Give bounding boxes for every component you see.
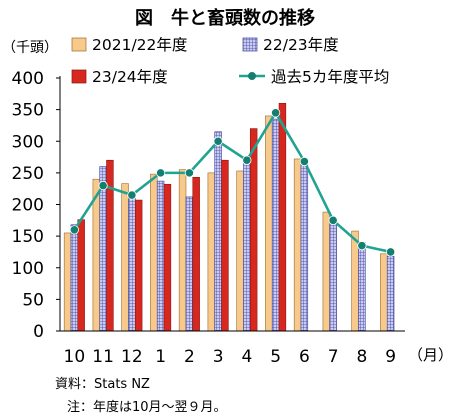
y-tick-label: 100 — [12, 259, 44, 279]
bar-3 — [278, 103, 287, 332]
x-tick-label: 5 — [270, 347, 281, 367]
average-point — [299, 156, 309, 167]
average-point — [127, 190, 137, 200]
average-point — [242, 155, 252, 165]
bar-3 — [77, 219, 85, 332]
average-line — [73, 110, 391, 254]
legend-label: 23/24年度 — [92, 68, 168, 86]
legend: 2021/22年度 22/23年度 23/24年度 過去5カ年度平均 — [71, 36, 389, 86]
legend-swatch — [242, 37, 258, 52]
y-tick-label: 200 — [12, 196, 44, 216]
x-tick-label: 2 — [184, 347, 195, 367]
average-line-series — [69, 108, 396, 257]
average-point — [184, 168, 194, 178]
bar-1 — [380, 253, 388, 332]
bar-3 — [163, 183, 172, 332]
x-tick-label: 12 — [121, 347, 143, 367]
y-tick-label: 50 — [22, 290, 44, 310]
y-tick-label: 300 — [12, 132, 44, 152]
x-tick-label: 10 — [64, 347, 86, 367]
y-axis: 0 50 100 150 200 250 300 350 400 — [12, 69, 61, 342]
x-tick-label: 4 — [241, 347, 252, 367]
x-tick-label: 3 — [213, 347, 224, 367]
bar-2 — [271, 118, 280, 332]
average-point — [69, 225, 79, 235]
y-tick-label: 350 — [12, 101, 44, 121]
average-point — [271, 108, 281, 118]
bar-2 — [70, 224, 79, 332]
x-tick-label: 11 — [92, 347, 114, 367]
bar-1 — [293, 158, 302, 332]
legend-label: 2021/22年度 — [92, 36, 187, 54]
legend-label: 22/23年度 — [263, 36, 339, 54]
average-point — [156, 168, 166, 178]
x-tick-label: 7 — [328, 347, 339, 367]
x-tick-label: 8 — [356, 347, 367, 367]
legend-label: 過去5カ年度平均 — [271, 68, 389, 86]
bar-3 — [221, 159, 229, 332]
chart-title: 図 牛と畜頭数の推移 — [135, 7, 315, 29]
bar-1 — [121, 183, 129, 332]
average-point — [328, 215, 338, 225]
period-note: 注：年度は10月～翌９月。 — [67, 399, 227, 415]
bar-2 — [243, 159, 251, 332]
x-axis: 10 11 12 1 2 3 4 5 6 7 8 9 — [60, 330, 405, 367]
bar-1 — [63, 232, 72, 332]
y-tick-label: 250 — [12, 164, 44, 184]
legend-swatch — [71, 69, 87, 84]
y-tick-label: 400 — [12, 69, 44, 89]
x-tick-label: 6 — [299, 347, 310, 367]
x-tick-label: 9 — [385, 347, 396, 367]
source-note: 資料：Stats NZ — [55, 377, 150, 392]
bar-2 — [128, 191, 136, 332]
bar-2 — [185, 196, 194, 332]
average-point — [357, 241, 367, 251]
y-tick-label: 0 — [33, 322, 44, 342]
x-tick-label: 1 — [155, 347, 166, 367]
average-point — [213, 136, 223, 146]
bars — [63, 103, 395, 332]
legend-swatch — [71, 37, 87, 52]
bar-2 — [329, 220, 337, 332]
x-unit-label: （月） — [408, 346, 450, 364]
bar-2 — [358, 242, 366, 332]
bar-1 — [178, 169, 187, 332]
average-point — [98, 180, 108, 191]
bar-1 — [150, 173, 158, 332]
legend-marker — [248, 72, 256, 80]
bar-2 — [156, 180, 165, 332]
y-tick-label: 150 — [12, 227, 44, 247]
bar-2 — [300, 161, 309, 332]
bar-1 — [207, 172, 216, 332]
average-point — [386, 247, 396, 257]
bar-2 — [214, 131, 222, 332]
bar-2 — [386, 256, 395, 332]
bar-1 — [265, 115, 273, 332]
bar-1 — [236, 170, 244, 332]
bar-1 — [322, 211, 331, 332]
bar-3 — [192, 177, 200, 332]
bar-3 — [134, 199, 143, 332]
y-unit-label: （千頭） — [2, 40, 58, 56]
